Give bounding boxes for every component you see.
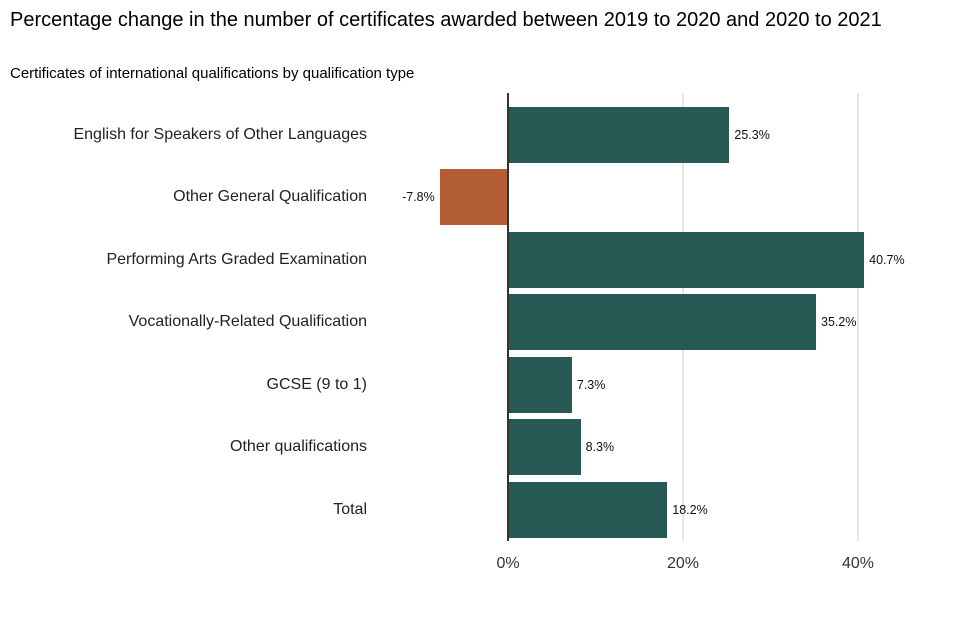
value-label: 8.3% bbox=[585, 440, 615, 454]
bar bbox=[508, 294, 816, 350]
bar bbox=[508, 482, 668, 538]
category-label: Other qualifications bbox=[230, 438, 367, 455]
category-label: Vocationally-Related Qualification bbox=[128, 313, 367, 330]
category-label: Total bbox=[333, 501, 367, 518]
value-label: 18.2% bbox=[672, 503, 708, 517]
bar bbox=[508, 107, 730, 163]
bar bbox=[508, 357, 572, 413]
x-tick-40: 40% bbox=[841, 555, 875, 572]
value-label: 25.3% bbox=[734, 128, 770, 142]
category-label: English for Speakers of Other Languages bbox=[73, 126, 367, 143]
bar bbox=[508, 419, 581, 475]
x-tick-0: 0% bbox=[496, 555, 520, 572]
gridline-40 bbox=[857, 93, 859, 541]
category-label: Performing Arts Graded Examination bbox=[106, 251, 367, 268]
x-tick-20: 20% bbox=[666, 555, 700, 572]
bar bbox=[439, 169, 508, 225]
bar bbox=[508, 232, 865, 288]
chart-subtitle: Certificates of international qualificat… bbox=[10, 65, 415, 82]
chart-title: Percentage change in the number of certi… bbox=[10, 9, 882, 31]
value-label: 7.3% bbox=[576, 378, 606, 392]
category-label: GCSE (9 to 1) bbox=[266, 376, 367, 393]
value-label: 35.2% bbox=[821, 315, 857, 329]
zero-axis-line bbox=[507, 93, 509, 541]
category-label: Other General Qualification bbox=[173, 188, 367, 205]
value-label: 40.7% bbox=[869, 253, 905, 267]
value-label: -7.8% bbox=[402, 190, 435, 204]
